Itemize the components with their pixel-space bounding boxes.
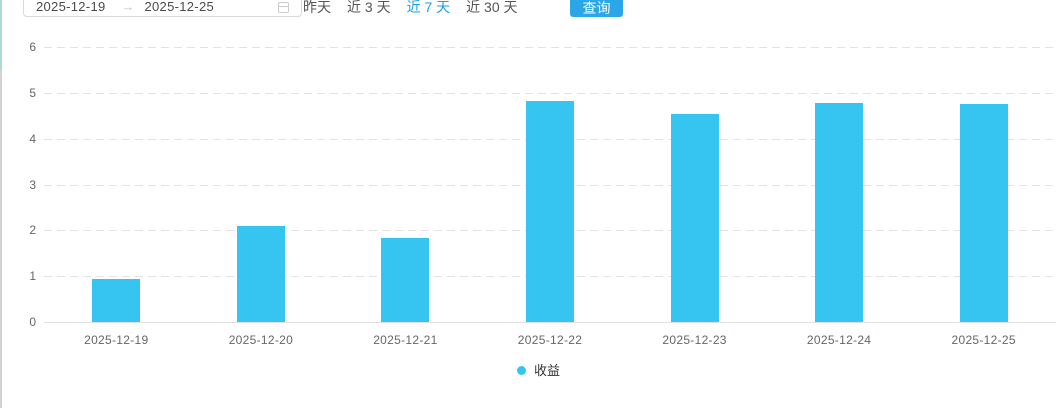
quick-link-last-30-days[interactable]: 近 30 天	[466, 0, 518, 15]
x-axis-tick-2025-12-22: 2025-12-22	[517, 333, 583, 347]
y-axis-tick-3: 3	[29, 177, 36, 192]
quick-link-last-3-days[interactable]: 近 3 天	[347, 0, 391, 15]
bar-2025-12-25[interactable]	[959, 103, 1008, 322]
x-axis-tick-2025-12-25: 2025-12-25	[951, 333, 1016, 347]
y-axis-tick-6: 6	[29, 40, 36, 54]
gridline-y-6	[44, 47, 1056, 48]
x-axis-line	[44, 322, 1056, 323]
quick-range-links: 昨天 近 3 天近 7 天近 30 天	[303, 0, 518, 14]
x-axis-tick-2025-12-21: 2025-12-21	[373, 333, 438, 347]
bar-2025-12-20[interactable]	[236, 225, 285, 323]
gridline-y-5	[44, 92, 1056, 94]
range-arrow-icon: →	[121, 0, 135, 14]
y-axis-tick-5: 5	[29, 85, 36, 100]
start-date-value[interactable]: 2025-12-19	[36, 0, 106, 14]
legend-dot-icon	[517, 366, 526, 375]
query-button[interactable]: 查询	[570, 0, 623, 17]
end-date-value[interactable]: 2025-12-25	[144, 0, 214, 14]
legend-label: 收益	[534, 363, 561, 378]
quick-link-last-7-days[interactable]: 近 7 天	[406, 0, 451, 15]
bar-2025-12-22[interactable]	[526, 101, 574, 322]
y-axis-tick-0: 0	[29, 315, 36, 329]
x-axis-tick-2025-12-24: 2025-12-24	[806, 333, 872, 347]
bar-2025-12-23[interactable]	[670, 113, 719, 322]
y-axis-tick-2: 2	[29, 223, 36, 238]
scrollbar-track	[0, 70, 2, 408]
bar-2025-12-24[interactable]	[815, 102, 864, 322]
left-scrollbar	[0, 0, 2, 408]
x-axis-tick-2025-12-19: 2025-12-19	[84, 333, 149, 347]
bar-2025-12-21[interactable]	[381, 238, 430, 322]
filter-toolbar: 2025-12-19 → 2025-12-25 昨天 近 3 天近 7 天近 30…	[0, 0, 1064, 20]
x-axis-tick-2025-12-23: 2025-12-23	[662, 333, 727, 347]
quick-link-yesterday[interactable]: 昨天	[303, 0, 331, 15]
bar-2025-12-19[interactable]	[92, 278, 141, 322]
legend-item[interactable]: 收益	[517, 364, 560, 377]
x-axis-tick-2025-12-20: 2025-12-20	[228, 333, 294, 347]
y-axis-tick-1: 1	[29, 269, 36, 284]
calendar-icon[interactable]	[278, 2, 289, 13]
scrollbar-thumb[interactable]	[0, 0, 2, 70]
date-range-picker[interactable]: 2025-12-19 → 2025-12-25	[23, 0, 302, 17]
y-axis-tick-4: 4	[29, 131, 36, 146]
